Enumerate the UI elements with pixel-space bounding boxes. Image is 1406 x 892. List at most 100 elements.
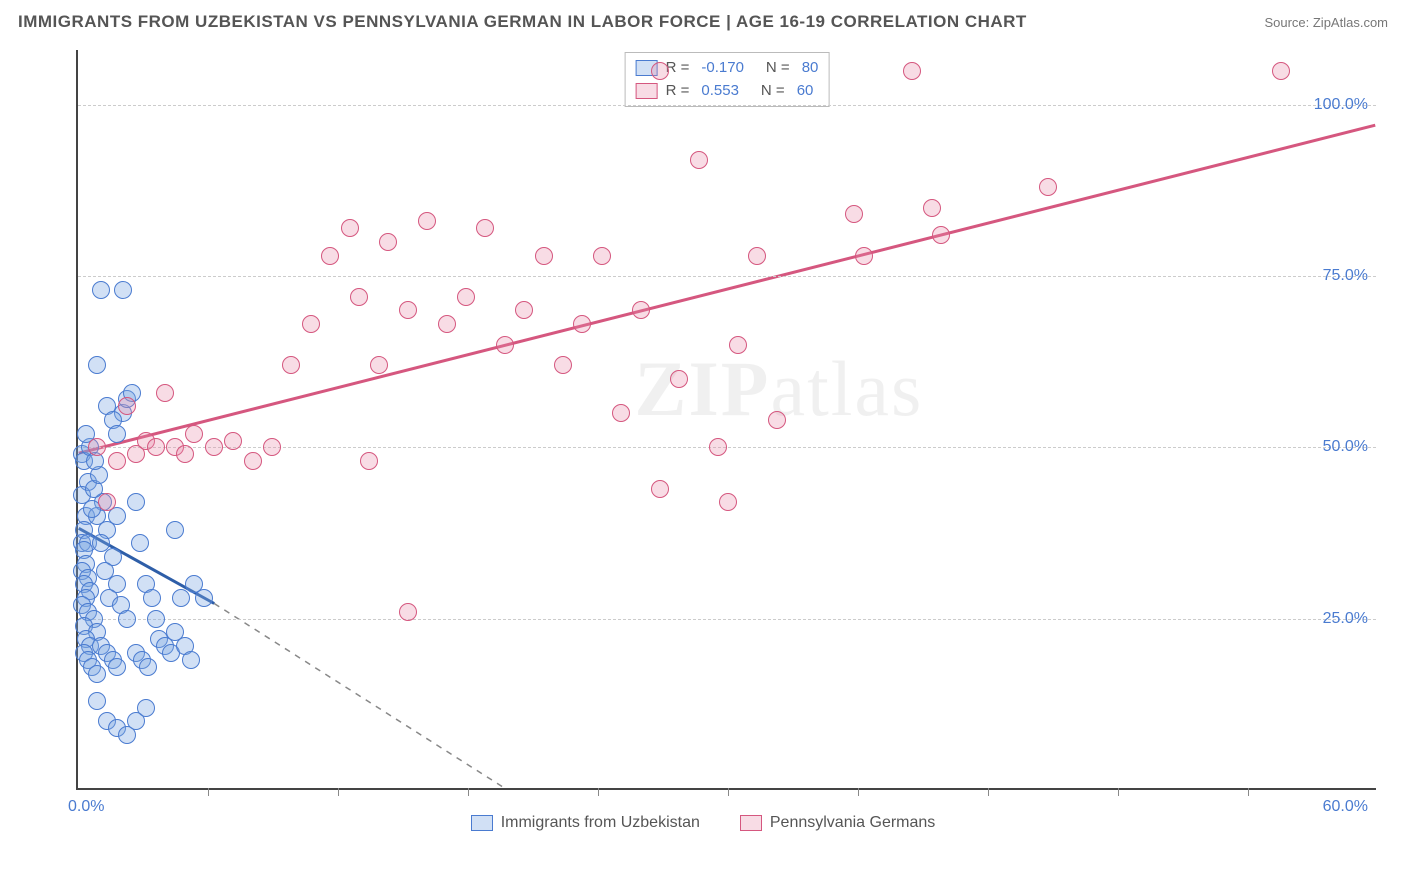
data-point <box>88 692 106 710</box>
data-point <box>399 603 417 621</box>
data-point <box>166 521 184 539</box>
data-point <box>282 356 300 374</box>
gridline <box>78 105 1376 106</box>
data-point <box>341 219 359 237</box>
x-tick <box>208 788 209 796</box>
data-point <box>612 404 630 422</box>
data-point <box>156 384 174 402</box>
y-tick-label: 75.0% <box>1323 267 1368 285</box>
data-point <box>118 610 136 628</box>
data-point <box>748 247 766 265</box>
data-point <box>350 288 368 306</box>
data-point <box>147 610 165 628</box>
data-point <box>176 445 194 463</box>
legend-swatch <box>740 815 762 831</box>
data-point <box>108 452 126 470</box>
x-tick <box>598 788 599 796</box>
data-point <box>476 219 494 237</box>
gridline <box>78 276 1376 277</box>
data-point <box>92 281 110 299</box>
legend-label: Immigrants from Uzbekistan <box>501 814 700 832</box>
data-point <box>182 651 200 669</box>
series-legend: Immigrants from Uzbekistan Pennsylvania G… <box>16 814 1390 832</box>
y-tick-label: 25.0% <box>1323 610 1368 628</box>
plot-region: ZIPatlas R =-0.170N =80R =0.553N =60 0.0… <box>76 50 1376 790</box>
data-point <box>205 438 223 456</box>
data-point <box>224 432 242 450</box>
data-point <box>632 301 650 319</box>
data-point <box>768 411 786 429</box>
data-point <box>108 658 126 676</box>
data-point <box>137 699 155 717</box>
data-point <box>321 247 339 265</box>
data-point <box>172 589 190 607</box>
data-point <box>932 226 950 244</box>
y-tick-label: 50.0% <box>1323 438 1368 456</box>
data-point <box>108 425 126 443</box>
data-point <box>302 315 320 333</box>
x-tick <box>1248 788 1249 796</box>
legend-item: Pennsylvania Germans <box>740 814 935 832</box>
x-tick <box>858 788 859 796</box>
data-point <box>143 589 161 607</box>
trend-lines <box>78 50 1376 788</box>
data-point <box>88 665 106 683</box>
legend-label: Pennsylvania Germans <box>770 814 935 832</box>
data-point <box>98 493 116 511</box>
data-point <box>855 247 873 265</box>
data-point <box>515 301 533 319</box>
chart-title: IMMIGRANTS FROM UZBEKISTAN VS PENNSYLVAN… <box>18 12 1027 32</box>
legend-item: Immigrants from Uzbekistan <box>471 814 700 832</box>
data-point <box>709 438 727 456</box>
data-point <box>118 397 136 415</box>
legend-swatch <box>471 815 493 831</box>
data-point <box>554 356 572 374</box>
data-point <box>131 534 149 552</box>
x-tick <box>728 788 729 796</box>
data-point <box>670 370 688 388</box>
data-point <box>139 658 157 676</box>
data-point <box>360 452 378 470</box>
data-point <box>457 288 475 306</box>
data-point <box>399 301 417 319</box>
data-point <box>88 438 106 456</box>
data-point <box>651 480 669 498</box>
data-point <box>651 62 669 80</box>
gridline <box>78 619 1376 620</box>
data-point <box>845 205 863 223</box>
data-point <box>147 438 165 456</box>
data-point <box>1039 178 1057 196</box>
data-point <box>438 315 456 333</box>
data-point <box>573 315 591 333</box>
data-point <box>88 356 106 374</box>
data-point <box>923 199 941 217</box>
data-point <box>719 493 737 511</box>
data-point <box>496 336 514 354</box>
y-tick-label: 100.0% <box>1314 96 1368 114</box>
data-point <box>593 247 611 265</box>
chart-area: In Labor Force | Age 16-19 ZIPatlas R =-… <box>16 50 1390 840</box>
data-point <box>195 589 213 607</box>
x-tick <box>468 788 469 796</box>
data-point <box>690 151 708 169</box>
chart-header: IMMIGRANTS FROM UZBEKISTAN VS PENNSYLVAN… <box>18 12 1388 32</box>
x-tick <box>988 788 989 796</box>
correlation-legend-row: R =0.553N =60 <box>636 80 819 103</box>
data-point <box>370 356 388 374</box>
x-tick <box>1118 788 1119 796</box>
data-point <box>185 425 203 443</box>
correlation-legend: R =-0.170N =80R =0.553N =60 <box>625 52 830 107</box>
legend-swatch <box>636 83 658 99</box>
data-point <box>1272 62 1290 80</box>
data-point <box>244 452 262 470</box>
x-tick <box>338 788 339 796</box>
data-point <box>729 336 747 354</box>
data-point <box>263 438 281 456</box>
data-point <box>114 281 132 299</box>
data-point <box>903 62 921 80</box>
data-point <box>379 233 397 251</box>
data-point <box>127 493 145 511</box>
data-point <box>418 212 436 230</box>
data-point <box>535 247 553 265</box>
chart-source: Source: ZipAtlas.com <box>1264 15 1388 30</box>
